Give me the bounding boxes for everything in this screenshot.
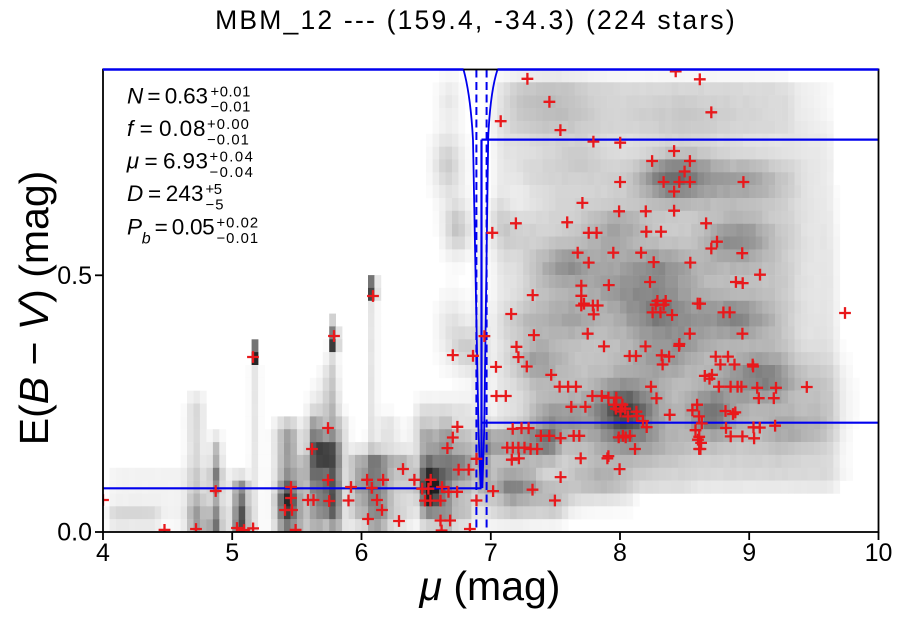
svg-text:f = 0.08: f = 0.08	[127, 116, 206, 141]
svg-text:+5: +5	[206, 182, 223, 198]
svg-text:0.0: 0.0	[57, 519, 92, 547]
svg-text:−0.01: −0.01	[217, 231, 259, 247]
svg-text:−5: −5	[206, 197, 224, 213]
svg-text:μ (mag): μ (mag)	[419, 563, 561, 609]
svg-text:+0.00: +0.00	[207, 117, 249, 133]
svg-text:Pb = 0.05: Pb = 0.05	[127, 214, 215, 247]
svg-text:MBM_12 --- (159.4, -34.3) (224: MBM_12 --- (159.4, -34.3) (224 stars)	[215, 5, 737, 35]
svg-text:10: 10	[865, 539, 893, 567]
svg-text:8: 8	[613, 539, 627, 567]
svg-text:9: 9	[742, 539, 756, 567]
svg-text:5: 5	[225, 539, 239, 567]
svg-text:−0.01: −0.01	[207, 132, 249, 148]
svg-text:0.5: 0.5	[57, 262, 92, 290]
svg-text:−0.04: −0.04	[210, 165, 253, 181]
svg-text:7: 7	[484, 539, 498, 567]
svg-text:μ = 6.93: μ = 6.93	[126, 149, 208, 174]
svg-text:E(B − V) (mag): E(B − V) (mag)	[11, 171, 57, 446]
svg-text:4: 4	[96, 539, 110, 567]
svg-text:D = 243: D = 243	[127, 181, 204, 206]
svg-text:+0.01: +0.01	[211, 84, 251, 100]
svg-text:6: 6	[355, 539, 369, 567]
svg-text:+0.04: +0.04	[210, 150, 253, 166]
svg-text:+0.02: +0.02	[217, 215, 259, 231]
svg-text:−0.01: −0.01	[211, 100, 251, 116]
svg-text:N = 0.63: N = 0.63	[127, 83, 208, 108]
